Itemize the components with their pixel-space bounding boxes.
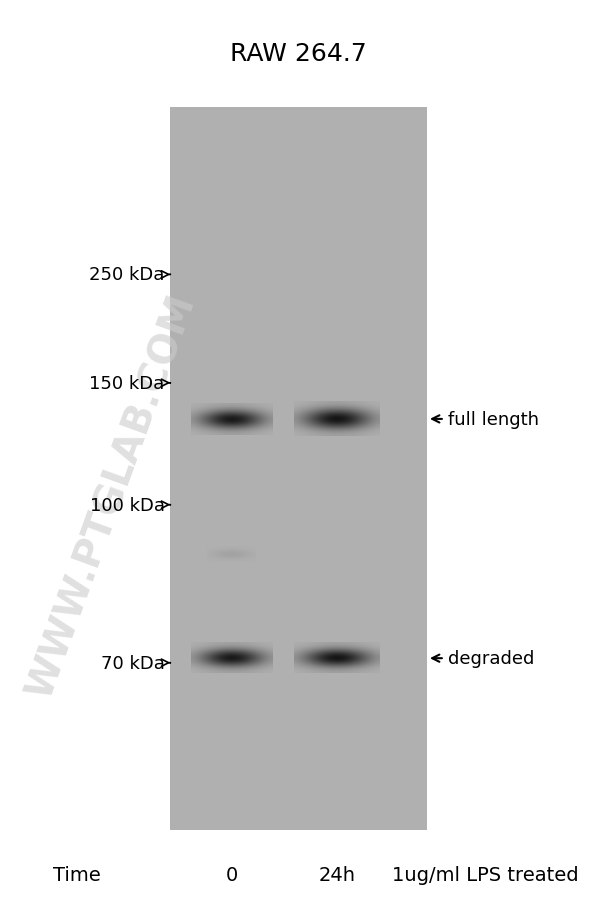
- Text: WWW.PTGLAB.COM: WWW.PTGLAB.COM: [21, 290, 203, 703]
- Text: RAW 264.7: RAW 264.7: [230, 42, 367, 66]
- Text: 100 kDa: 100 kDa: [89, 496, 170, 514]
- Text: 150 kDa: 150 kDa: [89, 374, 170, 392]
- Text: degraded: degraded: [432, 649, 534, 667]
- Text: 1ug/ml LPS treated: 1ug/ml LPS treated: [392, 865, 579, 885]
- Text: 24h: 24h: [318, 865, 355, 885]
- Text: Time: Time: [53, 865, 101, 885]
- Text: 0: 0: [226, 865, 238, 885]
- Bar: [170, 108, 427, 830]
- Text: full length: full length: [432, 410, 539, 428]
- Text: 250 kDa: 250 kDa: [89, 266, 170, 284]
- Text: 70 kDa: 70 kDa: [101, 654, 170, 672]
